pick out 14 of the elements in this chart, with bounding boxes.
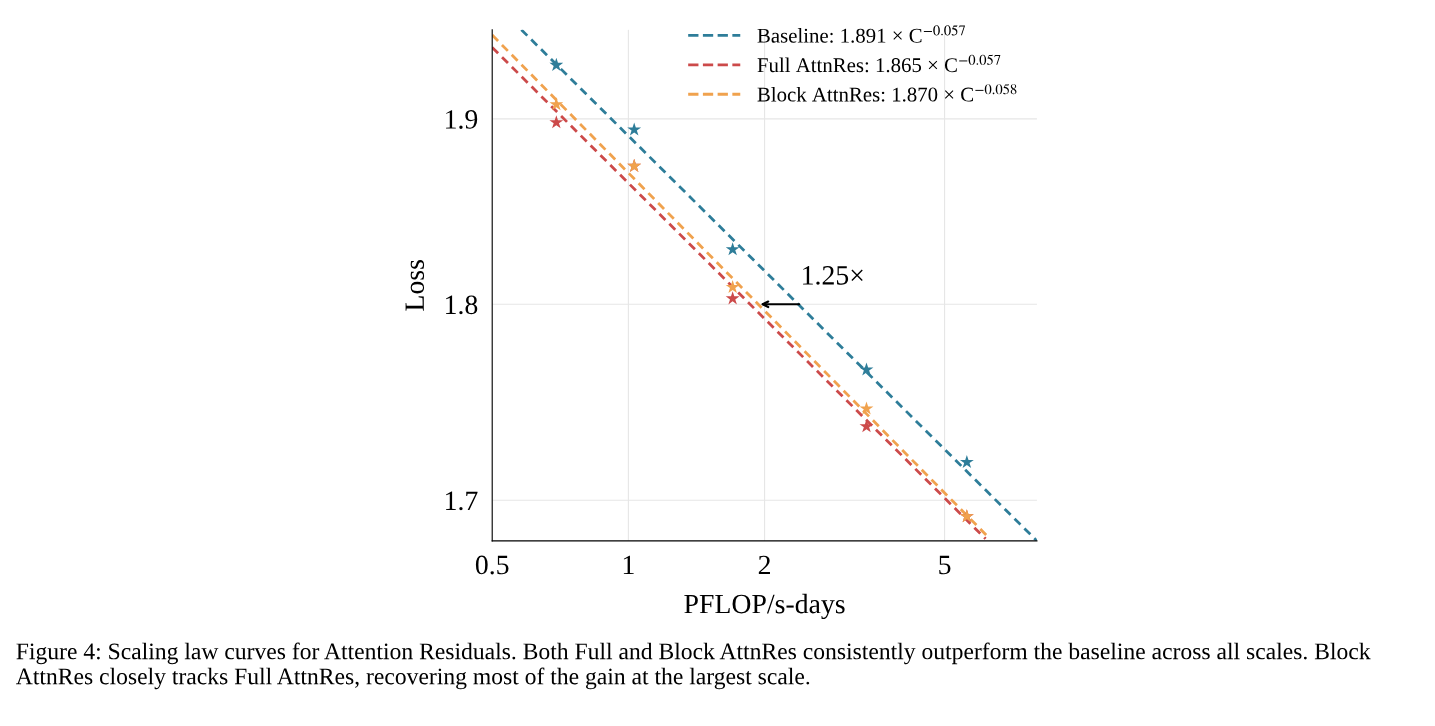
legend-label: Baseline: 1.891 × C$^{−0.057}$ [757, 25, 965, 43]
x-tick-label: 0.5 [475, 555, 509, 575]
x-tick-label: 1 [623, 555, 634, 575]
annotation: 1.25× [803, 266, 863, 285]
y-tick-label: 1.8 [446, 295, 478, 315]
legend-label: Block AttnRes: 1.870 × C$^{−0.058}$ [757, 84, 1017, 102]
y-tick-label: 1.9 [446, 110, 478, 129]
x-tick-label: 5 [939, 555, 951, 575]
y-tick-label: 1.7 [446, 491, 478, 511]
caption: Figure 4: Scaling law curves for Attention Residuals. Both Full and Block AttnRes consistently outperform the baseline across all scales. Block AttnRes closely tracks Full AttnRes, recovering most of the gain at the largest scale. [16, 642, 1371, 690]
y-axis-title: Loss [405, 260, 425, 311]
x-axis-title: PFLOP/s-days [684, 593, 845, 620]
legend-label: Full AttnRes: 1.865 × C$^{−0.057}$ [757, 54, 1001, 73]
x-tick-label: 2 [758, 555, 770, 575]
